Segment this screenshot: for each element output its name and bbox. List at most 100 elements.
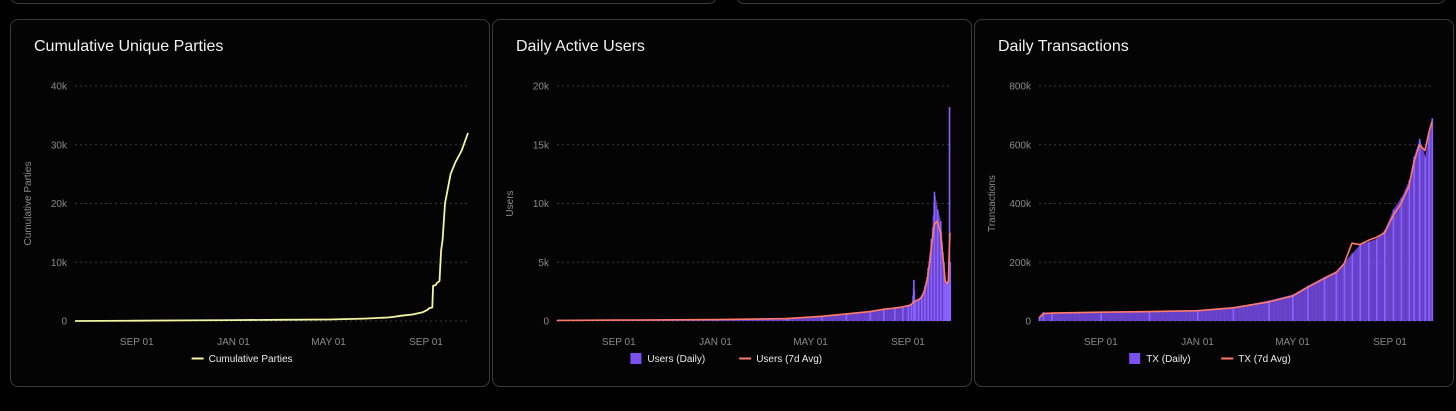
bar bbox=[1417, 143, 1419, 321]
bar bbox=[1332, 273, 1334, 321]
bar bbox=[1293, 294, 1295, 321]
bar bbox=[1402, 194, 1404, 321]
bar bbox=[891, 308, 893, 321]
bar bbox=[1160, 311, 1162, 321]
bar bbox=[866, 311, 867, 321]
bar bbox=[1218, 308, 1220, 321]
bar bbox=[759, 319, 760, 321]
bar bbox=[1399, 199, 1401, 321]
bar bbox=[1046, 312, 1048, 321]
bar bbox=[1374, 239, 1376, 321]
bar bbox=[1285, 296, 1287, 321]
bar bbox=[1244, 305, 1246, 321]
bar bbox=[1165, 311, 1167, 321]
bar bbox=[811, 316, 813, 321]
bar bbox=[770, 318, 772, 321]
bar bbox=[1056, 312, 1058, 321]
bar bbox=[1307, 285, 1309, 321]
bar bbox=[1421, 146, 1423, 321]
bar bbox=[778, 318, 779, 321]
bar bbox=[1309, 284, 1311, 321]
bar bbox=[910, 303, 913, 321]
bar bbox=[858, 312, 859, 321]
bar bbox=[760, 318, 762, 321]
bar bbox=[1243, 305, 1245, 321]
bar bbox=[1357, 247, 1359, 321]
bar bbox=[931, 227, 933, 321]
bar bbox=[868, 311, 870, 321]
bar bbox=[1383, 229, 1386, 321]
legend-swatch bbox=[1129, 353, 1141, 364]
bar bbox=[1212, 309, 1214, 321]
bar bbox=[1363, 243, 1365, 321]
bar bbox=[731, 319, 733, 321]
legend: Users (Daily) Users (7d Avg) bbox=[630, 353, 822, 365]
bar bbox=[1106, 312, 1108, 321]
bar bbox=[1411, 168, 1413, 321]
bar bbox=[1210, 309, 1212, 321]
bar bbox=[1108, 312, 1110, 321]
bar bbox=[1044, 312, 1046, 321]
y-axis-label: Transactions bbox=[987, 175, 998, 232]
bar bbox=[1172, 311, 1174, 321]
bar bbox=[779, 318, 781, 321]
y-tick-label: 20k bbox=[51, 199, 68, 210]
bar bbox=[1101, 312, 1103, 321]
bar bbox=[1080, 312, 1082, 321]
bar bbox=[1302, 288, 1304, 321]
bar bbox=[900, 307, 901, 321]
bar bbox=[825, 315, 827, 321]
bar bbox=[1279, 297, 1280, 321]
bar bbox=[747, 319, 749, 321]
bar bbox=[797, 317, 799, 321]
bar bbox=[1214, 309, 1216, 321]
bar bbox=[1154, 311, 1156, 321]
bar bbox=[1088, 312, 1090, 321]
bar bbox=[1225, 308, 1227, 321]
bar bbox=[880, 309, 882, 321]
bar bbox=[1260, 302, 1261, 321]
bar bbox=[1289, 295, 1291, 321]
bar bbox=[801, 317, 802, 321]
bar bbox=[1203, 310, 1204, 321]
bar bbox=[1326, 275, 1328, 321]
bar bbox=[767, 318, 769, 321]
bar bbox=[1423, 151, 1425, 321]
bar bbox=[1429, 129, 1431, 321]
bar bbox=[806, 317, 808, 321]
bar bbox=[1418, 138, 1421, 321]
bar bbox=[849, 313, 851, 321]
bar bbox=[1265, 301, 1267, 321]
bar bbox=[1238, 306, 1240, 321]
bar bbox=[1403, 192, 1405, 321]
x-tick-label: JAN 01 bbox=[699, 337, 732, 348]
bar bbox=[762, 318, 764, 321]
bar bbox=[734, 319, 736, 321]
bar bbox=[733, 319, 735, 321]
bar bbox=[834, 315, 836, 321]
bar bbox=[1138, 311, 1140, 321]
bar bbox=[1082, 312, 1084, 321]
bar bbox=[769, 318, 771, 321]
y-tick-label: 40k bbox=[51, 82, 68, 93]
bar bbox=[1262, 301, 1264, 321]
bar bbox=[728, 319, 730, 321]
bar bbox=[1394, 207, 1396, 321]
bar bbox=[1325, 276, 1327, 321]
bar bbox=[1104, 312, 1106, 321]
bar bbox=[1161, 311, 1162, 321]
bar bbox=[743, 319, 745, 321]
bar bbox=[943, 262, 945, 321]
bar bbox=[1237, 306, 1239, 321]
bar bbox=[1409, 176, 1411, 321]
bar bbox=[916, 299, 918, 321]
bar bbox=[1107, 312, 1109, 321]
bar bbox=[1185, 310, 1187, 321]
bar bbox=[1406, 185, 1408, 321]
x-tick-label: SEP 01 bbox=[1084, 337, 1118, 348]
bar bbox=[1248, 304, 1250, 321]
bar bbox=[1253, 303, 1255, 321]
bar bbox=[1156, 311, 1158, 321]
bar bbox=[819, 316, 821, 321]
bar bbox=[1085, 312, 1087, 321]
